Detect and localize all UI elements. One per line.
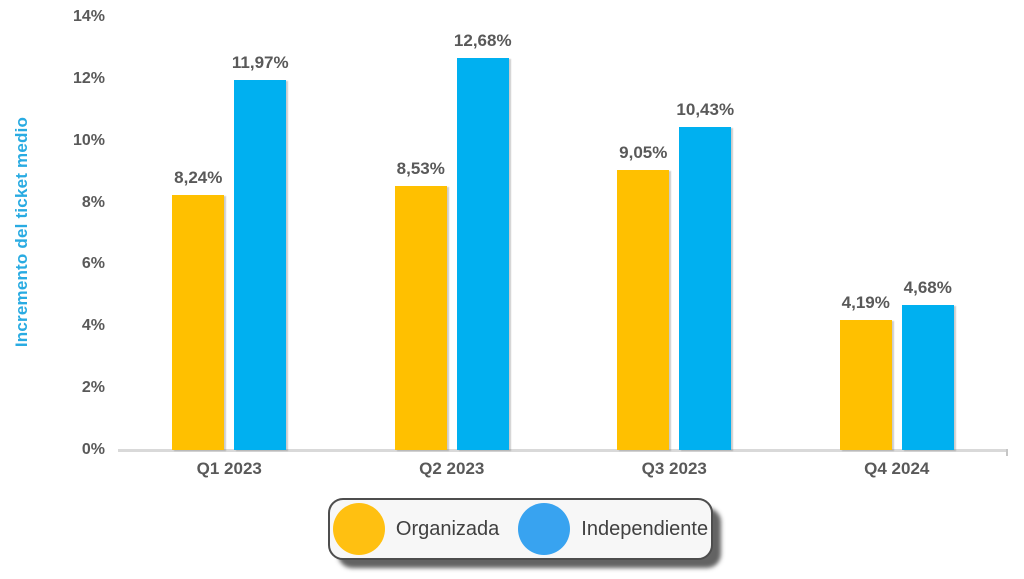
bar-independiente (901, 305, 954, 450)
x-category-label: Q3 2023 (641, 459, 707, 478)
bar-value-label: 12,68% (453, 30, 512, 50)
y-tick-label: 4% (81, 317, 105, 335)
bar-independiente (234, 79, 287, 450)
legend-label-independiente: Independiente (581, 517, 709, 540)
bar-value-label: 8,53% (396, 159, 445, 179)
bar-organizada (839, 320, 892, 450)
legend-label-organizada: Organizada (395, 517, 500, 540)
y-tick-label: 12% (72, 69, 105, 87)
y-tick-label: 14% (72, 8, 105, 25)
bar-independiente (456, 57, 509, 450)
y-axis-title: Incremento del ticket medio (12, 116, 31, 348)
x-category-label: Q2 2023 (419, 459, 485, 478)
x-category-label: Q1 2023 (196, 459, 262, 478)
y-tick-label: 8% (81, 193, 105, 211)
bar-value-label: 9,05% (619, 143, 668, 163)
y-tick-label: 6% (81, 255, 105, 273)
y-tick-label: 0% (81, 441, 105, 458)
bar-value-label: 4,68% (903, 278, 952, 298)
bar-value-label: 11,97% (231, 52, 289, 72)
bar-organizada (617, 170, 670, 450)
x-category-label: Q4 2024 (864, 459, 930, 478)
legend-swatch-independiente-icon (518, 503, 571, 555)
bar-independiente (679, 127, 732, 450)
x-axis-end-tick (1006, 449, 1008, 456)
legend-swatch-organizada-icon (332, 503, 385, 555)
bar-value-label: 8,24% (174, 168, 223, 188)
bar-organizada (394, 186, 447, 450)
x-axis-line (118, 449, 1008, 452)
bar-organizada (172, 195, 225, 450)
bar-value-label: 4,19% (841, 293, 890, 313)
y-tick-label: 2% (81, 379, 105, 397)
y-tick-label: 10% (72, 131, 105, 149)
legend: Organizada Independiente (328, 498, 713, 560)
bar-value-label: 10,43% (676, 100, 735, 120)
